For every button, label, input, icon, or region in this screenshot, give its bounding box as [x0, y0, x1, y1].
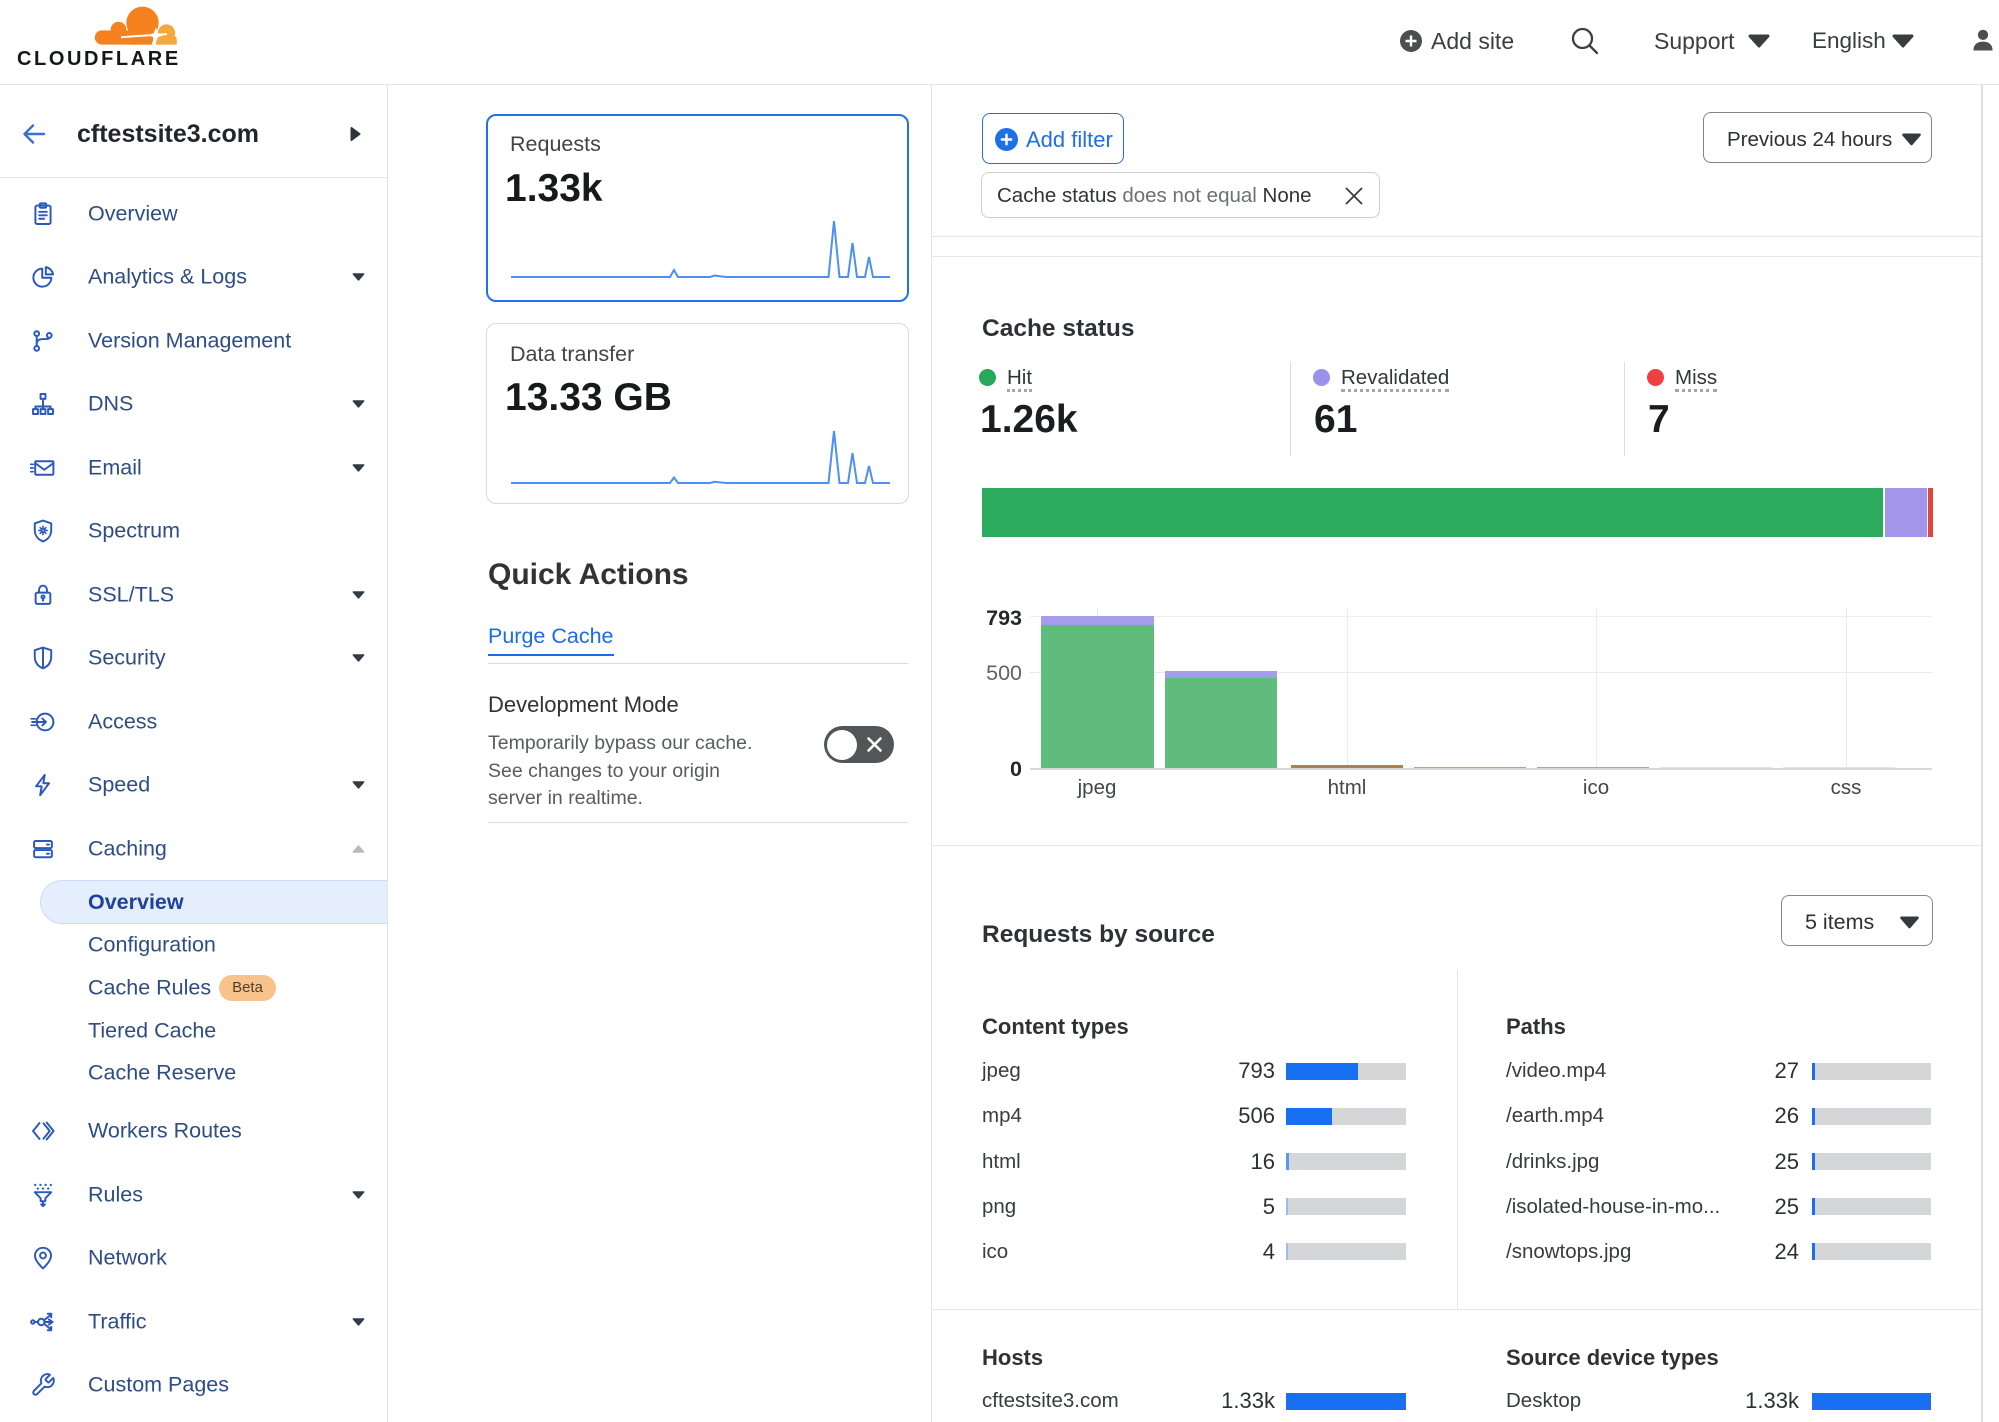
svg-text:CLOUDFLARE: CLOUDFLARE: [17, 48, 181, 70]
